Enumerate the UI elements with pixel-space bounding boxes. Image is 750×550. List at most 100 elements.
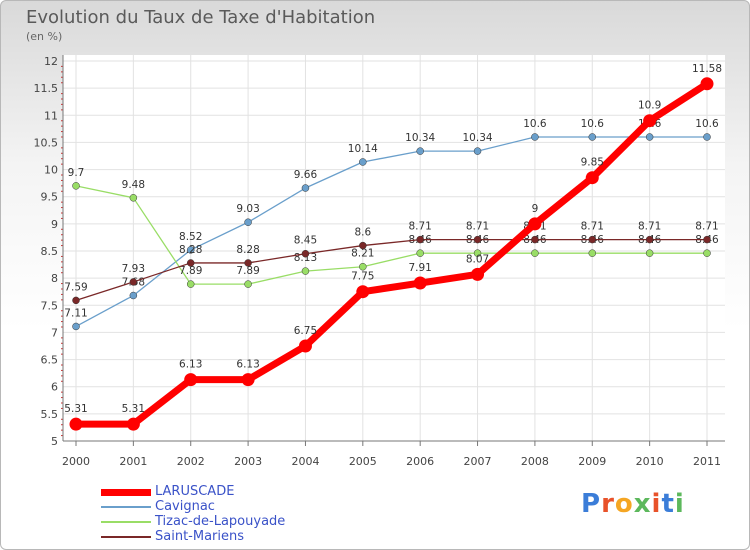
- data-point-laruscade: [126, 417, 140, 431]
- data-point-tizac-de-lapouyade: [645, 249, 654, 257]
- data-label-saint-mariens: 8.28: [236, 244, 259, 256]
- logo-letter: o: [614, 489, 634, 519]
- logo-letter: i: [674, 489, 685, 519]
- y-tick-label: 5.5: [41, 408, 59, 421]
- data-point-laruscade: [585, 171, 599, 185]
- y-tick-label: 11: [44, 109, 58, 122]
- data-point-laruscade: [298, 339, 312, 353]
- data-label-tizac-de-lapouyade: 7.89: [236, 265, 259, 277]
- chart-subtitle: (en %): [26, 30, 63, 43]
- data-point-laruscade: [528, 217, 542, 231]
- data-label-tizac-de-lapouyade: 9.48: [122, 179, 145, 191]
- data-point-cavignac: [244, 218, 252, 226]
- data-point-saint-mariens: [72, 296, 80, 305]
- data-point-tizac-de-lapouyade: [416, 249, 424, 257]
- data-point-cavignac: [301, 184, 310, 192]
- legend-swatch: [101, 521, 151, 523]
- data-point-tizac-de-lapouyade: [473, 249, 482, 257]
- data-label-cavignac: 10.34: [405, 132, 435, 144]
- data-label-cavignac: 7.11: [64, 307, 87, 319]
- y-tick-label: 6.5: [41, 354, 59, 367]
- y-tick-label: 9: [51, 218, 58, 231]
- data-label-laruscade: 7.75: [351, 271, 374, 283]
- x-tick-label: 2009: [578, 455, 606, 468]
- data-point-cavignac: [588, 133, 597, 141]
- data-point-saint-mariens: [186, 259, 195, 267]
- data-point-cavignac: [186, 246, 195, 254]
- plot-area: [63, 55, 725, 441]
- data-label-tizac-de-lapouyade: 9.7: [68, 167, 85, 179]
- x-tick-label: 2004: [291, 455, 319, 468]
- data-point-saint-mariens: [244, 259, 252, 267]
- legend-label: LARUSCADE: [155, 484, 235, 499]
- x-tick-label: 2010: [636, 455, 664, 468]
- data-point-saint-mariens: [588, 235, 597, 244]
- logo-letter: i: [651, 489, 662, 519]
- data-point-saint-mariens: [359, 241, 367, 250]
- data-point-tizac-de-lapouyade: [244, 280, 252, 288]
- data-point-cavignac: [645, 133, 654, 141]
- data-point-laruscade: [700, 77, 714, 91]
- series-line-laruscade: [76, 80, 709, 428]
- data-label-cavignac: 10.14: [348, 143, 378, 155]
- data-label-saint-mariens: 8.6: [354, 227, 371, 239]
- y-tick-label: 10.5: [34, 136, 59, 149]
- data-label-laruscade: 7.91: [408, 262, 431, 274]
- logo-letter: x: [633, 489, 652, 519]
- legend-swatch: [101, 536, 151, 538]
- data-label-saint-mariens: 8.28: [179, 244, 202, 256]
- proxiti-logo: Proxiti: [581, 489, 685, 519]
- data-point-cavignac: [416, 147, 424, 155]
- logo-letter: t: [661, 489, 675, 519]
- y-tick-label: 11.5: [34, 82, 59, 95]
- y-tick-label: 7: [51, 326, 58, 339]
- chart-title: Evolution du Taux de Taxe d'Habitation: [26, 7, 376, 28]
- series-line-cavignac: [75, 136, 707, 328]
- series-line-saint-mariens: [75, 238, 707, 302]
- data-point-tizac-de-lapouyade: [301, 267, 310, 275]
- data-label-cavignac: 10.6: [695, 118, 719, 130]
- data-label-laruscade: 9: [532, 203, 539, 215]
- logo-letter: P: [581, 489, 602, 519]
- data-point-tizac-de-lapouyade: [588, 249, 597, 257]
- data-point-saint-mariens: [129, 278, 138, 286]
- data-label-cavignac: 10.34: [463, 132, 493, 144]
- data-point-laruscade: [471, 267, 485, 281]
- data-point-laruscade: [69, 417, 83, 431]
- data-label-saint-mariens: 8.71: [408, 221, 431, 233]
- data-label-saint-mariens: 8.71: [581, 221, 604, 233]
- data-point-tizac-de-lapouyade: [186, 280, 195, 288]
- data-label-tizac-de-lapouyade: 7.89: [179, 265, 202, 277]
- data-point-cavignac: [72, 322, 80, 331]
- data-label-saint-mariens: 7.59: [64, 281, 87, 293]
- data-point-cavignac: [531, 133, 539, 141]
- data-point-tizac-de-lapouyade: [129, 194, 138, 202]
- data-label-saint-mariens: 8.71: [638, 221, 661, 233]
- data-point-saint-mariens: [703, 235, 711, 244]
- data-point-laruscade: [643, 114, 657, 128]
- x-tick-label: 2005: [349, 455, 377, 468]
- y-tick-label: 10: [44, 164, 58, 177]
- data-label-laruscade: 11.58: [692, 63, 722, 75]
- x-tick-label: 2011: [693, 455, 721, 468]
- data-label-laruscade: 8.07: [466, 253, 489, 265]
- data-point-cavignac: [473, 147, 482, 155]
- legend-label: Tizac-de-Lapouyade: [155, 514, 286, 529]
- data-label-laruscade: 10.9: [638, 100, 661, 112]
- data-point-tizac-de-lapouyade: [72, 182, 80, 190]
- legend-swatch: [101, 506, 151, 508]
- y-tick-label: 7.5: [41, 299, 59, 312]
- y-tick-label: 9.5: [41, 191, 59, 204]
- data-label-saint-mariens: 7.93: [122, 263, 145, 275]
- data-point-saint-mariens: [645, 235, 654, 244]
- data-label-saint-mariens: 8.71: [695, 221, 718, 233]
- data-label-laruscade: 6.75: [294, 325, 317, 337]
- x-tick-label: 2006: [406, 455, 434, 468]
- y-tick-label: 8.5: [41, 245, 59, 258]
- data-point-laruscade: [241, 373, 255, 387]
- data-point-tizac-de-lapouyade: [531, 249, 539, 257]
- y-tick-label: 5: [51, 435, 58, 448]
- data-point-cavignac: [703, 133, 711, 141]
- data-label-cavignac: 8.52: [179, 231, 202, 243]
